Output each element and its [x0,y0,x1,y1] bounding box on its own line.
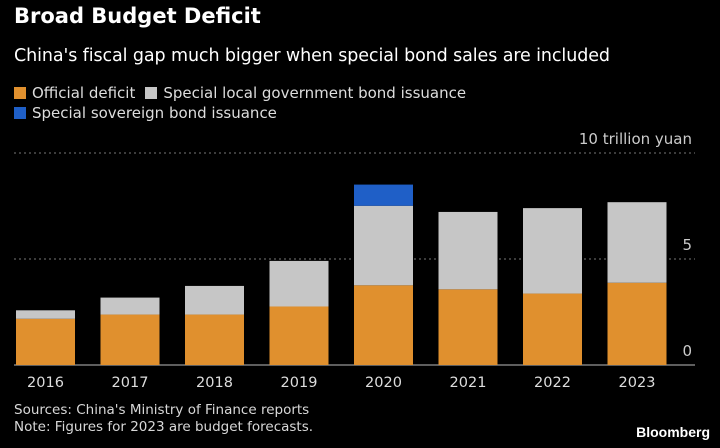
x-tick-label: 2017 [112,375,149,391]
bar-special-local-bond-2016 [16,310,75,319]
bar-special-local-bond-2022 [523,208,582,294]
legend-label: Official deficit [32,84,136,102]
legend-swatch [145,87,158,99]
bar-official-deficit-2023 [607,282,667,365]
legend-item-special-local: Special local government bond issuance [145,84,466,102]
x-tick-label: 2023 [619,375,656,391]
bar-special-local-bond-2020 [354,205,413,286]
legend-label: Special sovereign bond issuance [32,104,277,122]
legend-row-1: Official deficit Special local governmen… [14,84,476,102]
x-tick-label: 2022 [534,375,571,391]
x-tick-label: 2020 [365,375,402,391]
legend-swatch [14,87,26,99]
bar-official-deficit-2022 [523,293,582,365]
bar-special-sovereign-bond-2020 [354,184,413,206]
bar-special-local-bond-2019 [269,260,329,307]
bar-special-local-bond-2023 [607,202,667,283]
legend-item-special-sovereign: Special sovereign bond issuance [14,104,277,122]
legend-item-official-deficit: Official deficit [14,84,135,102]
chart-subtitle: China's fiscal gap much bigger when spec… [14,46,610,66]
sources-note: Sources: China's Ministry of Finance rep… [14,402,310,418]
x-tick-label: 2021 [450,375,487,391]
legend-row-2: Special sovereign bond issuance [14,104,287,122]
x-tick-label: 2016 [27,375,64,391]
y-tick-label: 5 [682,236,692,254]
x-tick-label: 2019 [281,375,318,391]
bar-special-local-bond-2018 [185,285,244,315]
bar-official-deficit-2019 [269,306,329,365]
y-tick-label: 10 trillion yuan [579,130,692,148]
x-tick-label: 2018 [196,375,233,391]
bar-official-deficit-2018 [185,314,244,365]
bar-special-local-bond-2021 [438,211,498,290]
legend-label: Special local government bond issuance [163,84,467,102]
bar-special-local-bond-2017 [100,297,160,315]
chart-title: Broad Budget Deficit [14,4,261,28]
bar-official-deficit-2017 [100,314,160,365]
bar-official-deficit-2021 [438,289,498,365]
bar-official-deficit-2016 [16,318,75,365]
legend-swatch [14,107,26,119]
bar-official-deficit-2020 [354,285,413,365]
forecast-note: Note: Figures for 2023 are budget foreca… [14,419,314,435]
y-tick-label: 0 [682,342,692,360]
bloomberg-logo: Bloomberg [636,424,710,440]
